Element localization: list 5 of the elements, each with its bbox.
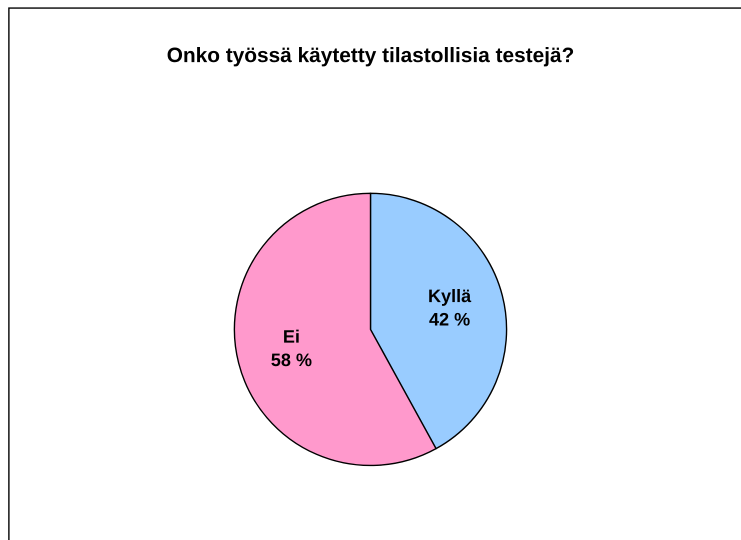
data-label: 58 % <box>271 353 312 366</box>
chart-title: Onko työssä käytetty tilastollisia testejä? <box>168 46 574 66</box>
data-label: 42 % <box>429 312 470 326</box>
slice-label: Kyllä <box>429 288 472 306</box>
slice-label: Ei <box>284 330 299 343</box>
